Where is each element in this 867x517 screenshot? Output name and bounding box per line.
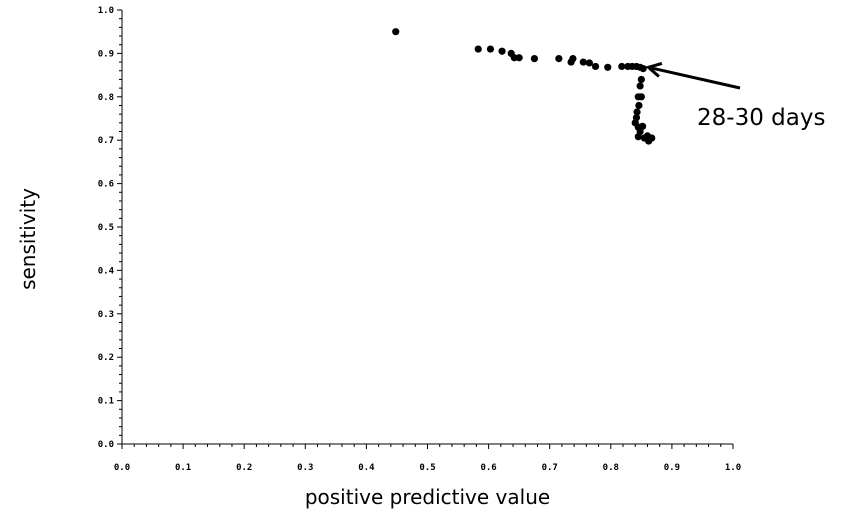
data-point [639,64,647,73]
data-point [637,75,645,84]
x-tick-label: 0.9 [664,463,680,473]
y-tick-label: 0.8 [98,93,114,103]
y-tick-label: 0.5 [98,223,114,233]
data-point [474,45,482,53]
y-tick-label: 0.7 [98,136,114,146]
annotation-arrow [648,65,741,90]
y-tick-label: 0.2 [98,353,114,363]
x-tick-label: 0.1 [175,463,191,473]
data-point [635,101,643,110]
annotation: 28-30 days [645,62,825,131]
y-tick-label: 0.6 [98,180,114,190]
y-tick-label: 0.9 [98,49,114,59]
data-point [530,55,539,63]
data-point [591,62,600,71]
x-tick-label: 0.2 [236,463,252,473]
x-tick-label: 1.0 [725,463,741,473]
data-point [515,54,523,62]
data-point [585,59,594,67]
ticks: 0.0 0.1 0.2 0.3 0.4 0.5 0.6 0.7 0.8 0.9 1.0 0.0 0.1 0… [98,6,741,473]
axes [121,10,733,445]
x-tick-label: 0.7 [542,463,558,473]
data-point [392,28,400,36]
y-tick-label: 1.0 [98,6,114,16]
data-point [648,134,656,142]
x-tick-label: 0.8 [603,463,619,473]
annotation-arrowhead [645,62,663,78]
x-tick-label: 0.6 [480,463,496,473]
data-point [637,93,645,101]
y-tick-label: 0.4 [98,266,115,276]
x-tick-label: 0.4 [358,463,375,473]
x-tick-label: 0.0 [114,463,130,473]
x-axis-title: positive predictive value [305,485,550,509]
data-points [392,28,656,145]
data-point [604,63,612,71]
x-tick-label: 0.3 [297,463,313,473]
annotation-label: 28-30 days [697,105,825,131]
data-point [633,108,641,116]
data-point [569,55,577,63]
data-point [636,82,644,90]
data-point [555,55,563,63]
data-point [618,62,626,71]
data-point [579,58,587,66]
data-point [498,47,506,55]
x-tick-label: 0.5 [419,463,435,473]
y-tick-label: 0.3 [98,310,114,320]
data-point [634,133,642,141]
y-tick-label: 0.1 [98,397,114,407]
y-tick-label: 0.0 [98,440,114,450]
data-point [486,45,495,53]
y-axis-title: sensitivity [16,188,40,290]
